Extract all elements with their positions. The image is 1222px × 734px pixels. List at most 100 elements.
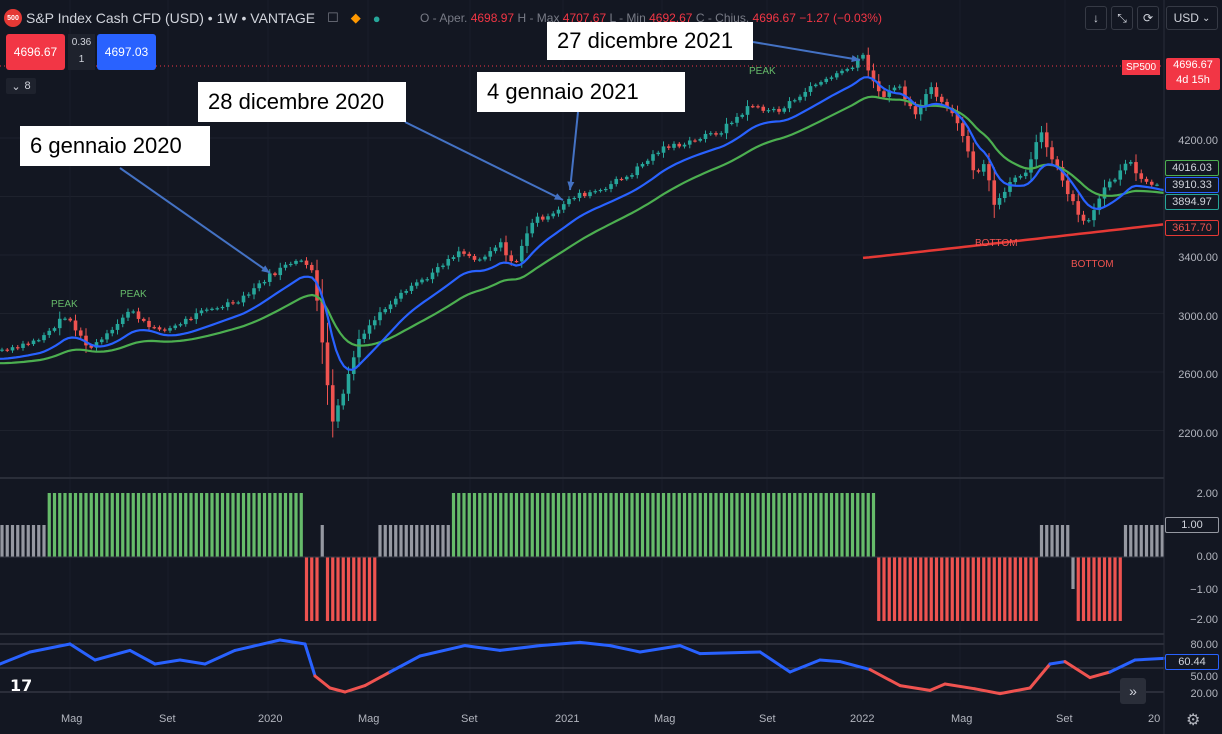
- histogram-bar: [178, 493, 183, 557]
- histogram-bar: [777, 493, 781, 557]
- market-status-icon[interactable]: ●: [372, 10, 381, 26]
- osc-segment: [418, 644, 467, 658]
- histogram-bar: [562, 493, 566, 557]
- candle-body: [152, 327, 157, 329]
- histogram-bar: [1060, 525, 1065, 557]
- refresh-button[interactable]: ⟳: [1137, 6, 1159, 30]
- candle-body: [845, 69, 850, 71]
- histogram-bar: [352, 557, 356, 621]
- osc-segment: [943, 682, 977, 691]
- histogram-bar: [1081, 557, 1086, 621]
- histogram-bar: [803, 493, 807, 557]
- osc-segment: [698, 650, 762, 656]
- osc-segment: [788, 658, 822, 674]
- time-label: 2021: [555, 713, 580, 725]
- histogram-bar: [247, 493, 251, 557]
- high-value: 4707.67: [562, 11, 607, 25]
- histogram-bar: [5, 525, 9, 557]
- currency-select[interactable]: USD ⌄: [1166, 6, 1218, 30]
- histogram-bar: [1029, 557, 1033, 621]
- callout-arrow: [119, 167, 271, 274]
- candle-body: [99, 339, 104, 343]
- arrow-head: [261, 265, 270, 273]
- histogram-bar: [1055, 525, 1059, 557]
- eye-icon[interactable]: ☐: [327, 10, 339, 25]
- ma-green-line: [0, 95, 1165, 365]
- scroll-to-realtime-button[interactable]: »: [1120, 678, 1146, 704]
- histogram-bar: [404, 525, 408, 557]
- histogram-bar: [588, 493, 592, 557]
- chart-header: 500 S&P Index Cash CFD (USD) • 1W • VANT…: [4, 8, 381, 28]
- candle-body: [162, 329, 167, 331]
- histogram-bar: [887, 557, 891, 621]
- histogram-bar: [283, 493, 288, 557]
- histogram-bar: [451, 493, 456, 557]
- histogram-bar: [1150, 525, 1154, 557]
- currency-label: USD: [1173, 11, 1199, 25]
- histogram-bar: [556, 493, 561, 557]
- buy-button[interactable]: 4697.03: [97, 34, 156, 70]
- candle-body: [68, 318, 73, 321]
- histogram-bar: [294, 493, 298, 557]
- histogram-bar: [241, 493, 246, 557]
- osc-segment: [898, 684, 932, 692]
- tradingview-logo[interactable]: 𝟭𝟳: [10, 678, 33, 695]
- histogram-bar: [619, 493, 624, 557]
- compress-button[interactable]: ⤡: [1111, 6, 1133, 30]
- candle-body: [866, 54, 871, 71]
- histogram-bar: [1003, 557, 1007, 621]
- candle-body: [472, 256, 477, 260]
- diamond-icon[interactable]: ◆: [350, 10, 361, 25]
- osc-segment: [638, 644, 682, 654]
- candle-body: [1092, 210, 1096, 221]
- time-label: 2022: [850, 713, 875, 725]
- candle-body: [451, 257, 456, 259]
- candle-body: [393, 298, 398, 305]
- histogram-bar: [336, 557, 340, 621]
- histogram-bar: [121, 493, 125, 557]
- histogram-bar: [472, 493, 477, 557]
- time-label: Set: [1056, 713, 1073, 725]
- indicators-toggle[interactable]: ⌄ 8: [6, 78, 36, 94]
- sell-button[interactable]: 4696.67: [6, 34, 65, 70]
- gear-icon[interactable]: ⚙: [1186, 712, 1201, 729]
- candle-body: [462, 251, 466, 254]
- callout-arrows: [119, 41, 861, 274]
- histogram-bar: [131, 493, 135, 557]
- candle-body: [89, 345, 94, 348]
- histogram-bar: [1129, 525, 1133, 557]
- osc2-label-80: 80.00: [1190, 639, 1218, 651]
- candle-body: [551, 213, 556, 217]
- candle-body: [598, 189, 603, 192]
- candle-body: [703, 133, 708, 139]
- candle-body: [10, 347, 15, 351]
- histogram-bar: [362, 557, 366, 621]
- histogram-bar: [493, 493, 498, 557]
- histogram-bar: [147, 493, 151, 557]
- osc-segment: [128, 648, 157, 666]
- quantity-value[interactable]: 1: [78, 54, 85, 65]
- histogram-bar: [971, 557, 975, 621]
- histogram-bar: [168, 493, 172, 557]
- candle-body: [887, 90, 892, 97]
- arrow-down-button[interactable]: ↓: [1085, 6, 1107, 30]
- candle-body: [309, 264, 314, 271]
- peak-label-2: PEAK: [120, 289, 147, 300]
- arrow-head: [554, 193, 563, 200]
- time-label: Set: [159, 713, 176, 725]
- time-label: 20: [1148, 713, 1161, 725]
- candle-body: [708, 133, 713, 135]
- histogram-bar: [63, 493, 67, 557]
- histogram-bar: [446, 525, 450, 557]
- candle-body: [241, 295, 246, 303]
- candle-body: [777, 108, 781, 112]
- osc1-current-tag: 1.00: [1165, 517, 1219, 533]
- symbol-title[interactable]: S&P Index Cash CFD (USD) • 1W • VANTAGE: [26, 10, 316, 26]
- candle-body: [813, 84, 818, 87]
- histogram-bar: [236, 493, 240, 557]
- candle-body: [362, 333, 367, 339]
- osc-segment: [233, 638, 282, 652]
- candle-body: [288, 263, 293, 266]
- histogram-bar: [751, 493, 755, 557]
